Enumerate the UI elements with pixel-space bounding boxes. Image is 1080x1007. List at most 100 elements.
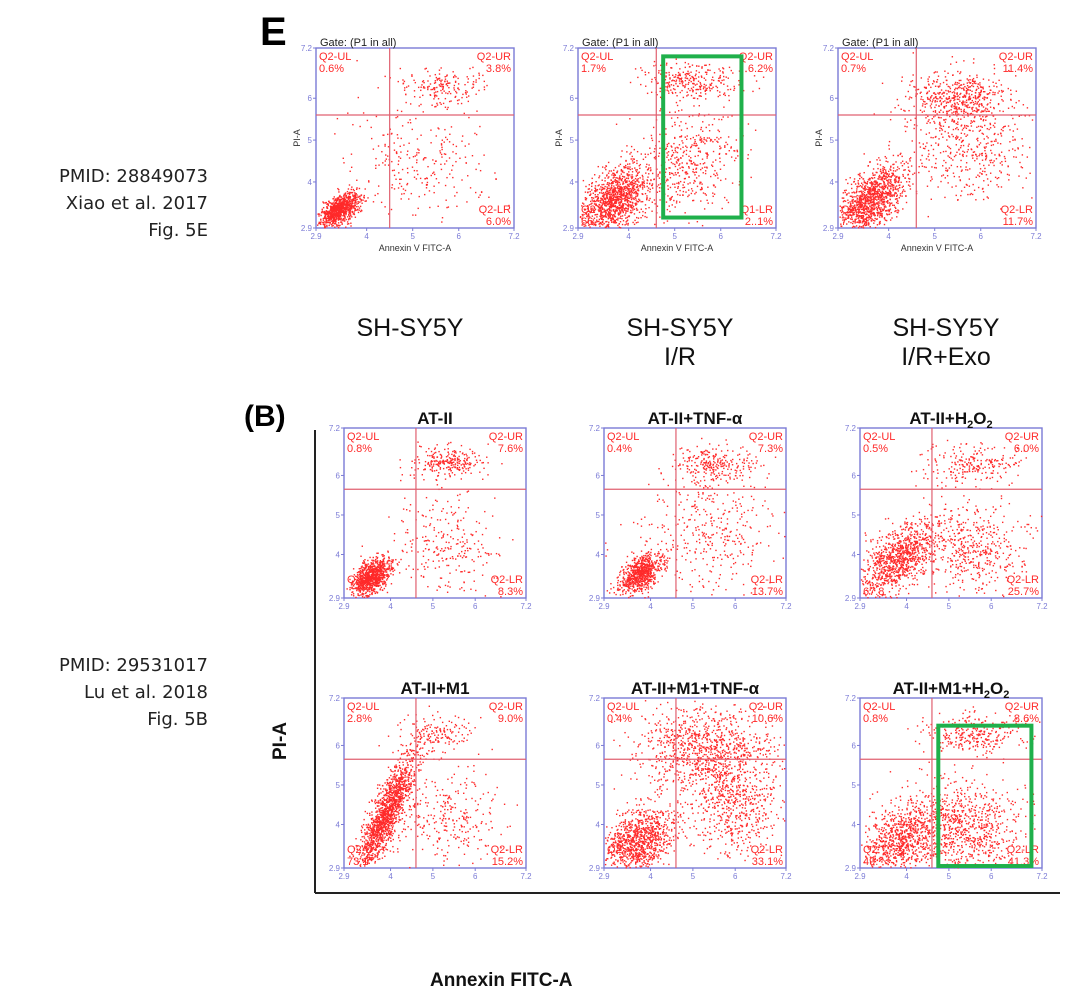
event-dot — [642, 158, 645, 161]
event-dot — [599, 201, 602, 204]
event-dot — [334, 216, 336, 218]
event-dot — [974, 102, 976, 105]
event-dot — [337, 205, 339, 208]
event-dot — [591, 182, 593, 185]
event-dot — [452, 151, 454, 153]
event-dot — [630, 193, 633, 195]
event-dot — [723, 92, 726, 94]
event-dot — [612, 191, 614, 194]
event-dot — [472, 66, 474, 69]
event-dot — [608, 205, 611, 208]
event-dot — [860, 198, 862, 200]
event-dot — [328, 215, 330, 217]
event-dot — [674, 92, 677, 94]
event-dot — [940, 103, 942, 106]
event-dot — [625, 189, 627, 191]
event-dot — [880, 199, 882, 201]
event-dot — [878, 221, 881, 224]
event-dot — [862, 198, 865, 201]
event-dot — [857, 207, 859, 209]
event-dot — [445, 83, 448, 86]
quadrant-lr-label: Q2-LR — [479, 204, 511, 216]
event-dot — [968, 97, 970, 99]
event-dot — [699, 88, 702, 91]
event-dot — [686, 95, 688, 97]
event-dot — [612, 209, 615, 211]
event-dot — [452, 76, 455, 79]
event-dot — [349, 217, 351, 219]
event-dot — [435, 105, 437, 108]
event-dot — [342, 197, 344, 200]
event-dot — [882, 198, 885, 201]
event-dot — [668, 84, 671, 87]
quadrant-ur-label: Q2-UR — [477, 51, 511, 63]
event-dot — [858, 208, 861, 211]
event-dot — [643, 137, 645, 140]
event-dot — [1002, 100, 1004, 102]
event-dot — [972, 157, 974, 159]
event-dot — [854, 204, 856, 206]
event-dot — [629, 201, 632, 203]
event-dot — [606, 224, 609, 226]
event-dot — [955, 106, 958, 108]
event-dot — [436, 79, 438, 81]
event-dot — [653, 157, 656, 159]
event-dot — [449, 82, 451, 84]
event-dot — [865, 213, 867, 216]
event-dot — [429, 83, 432, 85]
event-dot — [972, 101, 974, 104]
event-dot — [334, 202, 337, 204]
event-dot — [723, 164, 725, 167]
event-dot — [737, 155, 739, 157]
event-dot — [867, 200, 869, 203]
event-dot — [897, 202, 899, 205]
event-dot — [622, 183, 624, 185]
event-dot — [346, 206, 349, 208]
event-dot — [433, 173, 436, 176]
event-dot — [636, 169, 638, 171]
event-dot — [924, 87, 926, 89]
event-dot — [873, 202, 875, 204]
event-dot — [850, 214, 852, 217]
event-dot — [964, 105, 966, 107]
event-dot — [986, 108, 989, 110]
event-dot — [882, 188, 885, 191]
event-dot — [614, 174, 617, 177]
event-dot — [889, 198, 891, 200]
event-dot — [705, 98, 707, 100]
event-dot — [623, 171, 625, 174]
event-dot — [690, 160, 693, 162]
event-dot — [971, 108, 973, 110]
event-dot — [870, 210, 873, 213]
event-dot — [944, 76, 947, 78]
event-dot — [725, 76, 727, 78]
event-dot — [464, 91, 467, 94]
event-dot — [625, 177, 628, 179]
event-dot — [854, 206, 856, 209]
event-dot — [351, 200, 353, 202]
event-dot — [697, 147, 700, 150]
event-dot — [950, 63, 952, 65]
event-dot — [452, 176, 454, 179]
event-dot — [395, 178, 397, 180]
event-dot — [870, 220, 873, 222]
event-dot — [976, 109, 979, 112]
event-dot — [705, 88, 707, 90]
event-dot — [888, 185, 890, 187]
event-dot — [335, 216, 337, 218]
event-dot — [334, 215, 337, 217]
event-dot — [414, 81, 417, 84]
event-dot — [359, 205, 362, 208]
event-dot — [628, 191, 630, 194]
event-dot — [940, 109, 942, 111]
event-dot — [615, 177, 617, 179]
event-dot — [640, 208, 642, 210]
event-dot — [628, 180, 630, 182]
event-dot — [696, 97, 699, 100]
event-dot — [679, 82, 681, 85]
event-dot — [860, 199, 863, 201]
event-dot — [348, 210, 351, 212]
event-dot — [334, 226, 336, 228]
event-dot — [435, 178, 438, 180]
event-dot — [968, 129, 970, 131]
